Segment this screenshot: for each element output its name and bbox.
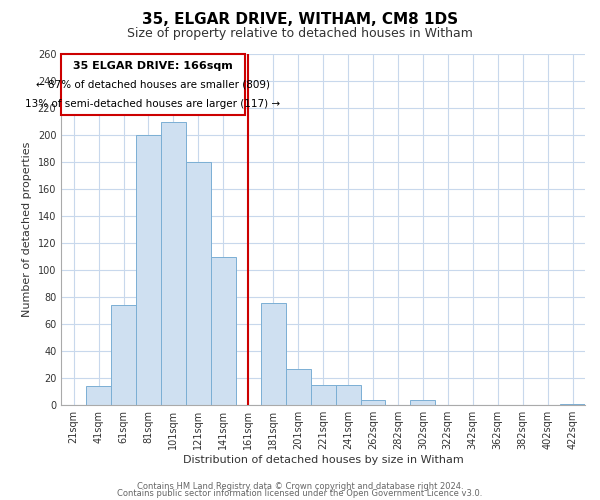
Text: 35, ELGAR DRIVE, WITHAM, CM8 1DS: 35, ELGAR DRIVE, WITHAM, CM8 1DS: [142, 12, 458, 28]
X-axis label: Distribution of detached houses by size in Witham: Distribution of detached houses by size …: [183, 455, 463, 465]
Text: 13% of semi-detached houses are larger (117) →: 13% of semi-detached houses are larger (…: [25, 98, 280, 108]
FancyBboxPatch shape: [61, 54, 245, 115]
Bar: [410, 400, 436, 405]
Y-axis label: Number of detached properties: Number of detached properties: [22, 142, 32, 318]
Text: Size of property relative to detached houses in Witham: Size of property relative to detached ho…: [127, 28, 473, 40]
Bar: [111, 305, 136, 405]
Bar: [186, 162, 211, 405]
Bar: [361, 400, 385, 405]
Bar: [211, 256, 236, 405]
Bar: [261, 302, 286, 405]
Text: Contains HM Land Registry data © Crown copyright and database right 2024.: Contains HM Land Registry data © Crown c…: [137, 482, 463, 491]
Bar: [86, 386, 111, 405]
Bar: [560, 404, 585, 405]
Bar: [136, 135, 161, 405]
Bar: [161, 122, 186, 405]
Text: ← 87% of detached houses are smaller (809): ← 87% of detached houses are smaller (80…: [36, 80, 270, 90]
Text: Contains public sector information licensed under the Open Government Licence v3: Contains public sector information licen…: [118, 489, 482, 498]
Bar: [286, 368, 311, 405]
Bar: [335, 385, 361, 405]
Bar: [311, 385, 335, 405]
Text: 35 ELGAR DRIVE: 166sqm: 35 ELGAR DRIVE: 166sqm: [73, 61, 233, 71]
